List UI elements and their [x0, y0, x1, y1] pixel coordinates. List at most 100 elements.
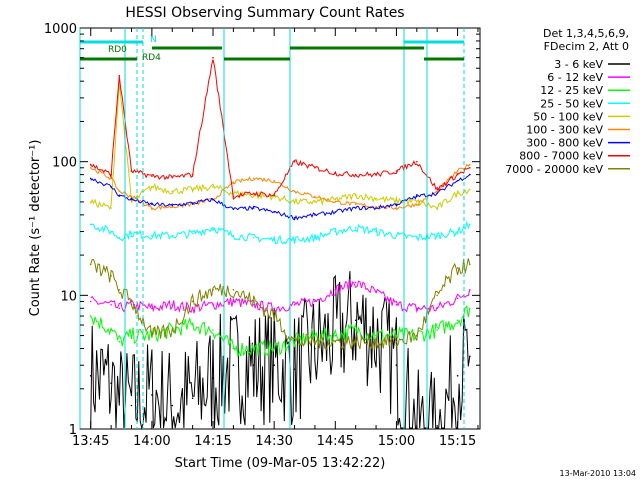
data-point: [375, 205, 377, 208]
data-point: [151, 207, 153, 209]
series-line: [90, 258, 471, 351]
data-point: [253, 347, 255, 350]
data-point: [293, 340, 296, 343]
data-point: [130, 334, 133, 337]
state-flag-n: N: [150, 35, 157, 45]
series-line: [90, 279, 471, 315]
data-point: [273, 307, 276, 310]
data-point: [232, 181, 235, 184]
data-point: [334, 198, 337, 201]
data-point: [314, 167, 316, 169]
data-point: [118, 190, 121, 193]
data-point: [334, 334, 337, 337]
y-tick-label: 1000: [44, 22, 77, 37]
series-5: [89, 80, 471, 211]
data-point: [151, 394, 153, 396]
footer-date: 13-Mar-2010 13:04: [560, 469, 637, 478]
data-point: [151, 234, 153, 237]
data-point: [293, 217, 296, 219]
data-point: [469, 173, 471, 176]
legend-label: 300 - 800 keV: [526, 137, 603, 150]
data-point: [171, 304, 174, 306]
data-point: [130, 201, 133, 203]
data-point: [314, 334, 316, 337]
data-point: [232, 300, 235, 303]
data-point: [416, 307, 418, 310]
data-point: [354, 203, 357, 206]
data-point: [130, 170, 133, 172]
data-point: [436, 234, 439, 237]
data-point: [314, 214, 316, 216]
data-point: [469, 307, 471, 310]
data-point: [293, 190, 296, 193]
data-point: [191, 202, 194, 204]
data-point: [191, 397, 194, 400]
data-point: [436, 307, 439, 310]
data-point: [354, 173, 357, 176]
data-point: [171, 329, 174, 331]
data-point: [395, 340, 398, 343]
legend-label: 100 - 300 keV: [526, 124, 603, 137]
data-point: [456, 179, 459, 182]
data-point: [212, 227, 214, 229]
data-point: [118, 307, 121, 310]
data-point: [375, 291, 377, 294]
data-point: [354, 340, 357, 343]
data-point: [354, 329, 357, 331]
data-point: [89, 201, 92, 203]
data-point: [293, 239, 296, 241]
data-point: [395, 364, 398, 367]
data-point: [212, 289, 214, 291]
legend-label: 6 - 12 keV: [547, 71, 603, 84]
data-point: [171, 234, 174, 237]
data-point: [151, 307, 153, 310]
series-8: [89, 56, 471, 200]
data-point: [395, 334, 398, 337]
series-line: [90, 271, 471, 430]
data-point: [110, 173, 112, 176]
data-point: [151, 203, 153, 206]
series-line: [90, 163, 471, 211]
data-point: [89, 177, 92, 180]
data-point: [469, 223, 471, 226]
data-point: [395, 200, 398, 202]
data-point: [375, 173, 377, 176]
data-point: [191, 232, 194, 235]
data-point: [293, 201, 296, 203]
data-point: [110, 329, 112, 331]
data-point: [118, 236, 121, 239]
data-point: [375, 340, 377, 343]
data-point: [375, 334, 377, 337]
ticks-layer: 13:45 14:00 14:15 14:30 14:45 15:00 15:15 1 10 10…: [44, 22, 480, 449]
x-tick-label: 14:15: [194, 434, 231, 449]
data-point: [171, 205, 174, 208]
data-point: [354, 319, 357, 322]
data-point: [89, 300, 92, 303]
data-point: [436, 188, 439, 191]
series-7: [89, 173, 471, 221]
legend-label: 25 - 50 keV: [540, 97, 603, 110]
data-point: [212, 377, 214, 380]
data-point: [273, 179, 276, 182]
data-point: [191, 307, 194, 310]
data-point: [130, 300, 133, 303]
series-line: [90, 220, 471, 245]
data-point: [436, 192, 439, 195]
data-point: [395, 170, 398, 172]
y-tick-label: 1: [69, 423, 77, 438]
data-point: [130, 198, 133, 201]
data-point: [416, 201, 418, 203]
data-point: [334, 230, 337, 233]
data-point: [130, 404, 133, 407]
plot-frame: [79, 27, 481, 430]
data-point: [130, 232, 133, 235]
y-tick-label: 100: [52, 156, 77, 171]
data-point: [375, 197, 377, 200]
series-4: [89, 220, 471, 245]
data-point: [89, 167, 92, 169]
data-point: [416, 236, 418, 239]
data-point: [395, 207, 398, 209]
x-tick-label: 14:30: [255, 434, 292, 449]
data-point: [456, 192, 459, 195]
data-point: [354, 281, 357, 284]
